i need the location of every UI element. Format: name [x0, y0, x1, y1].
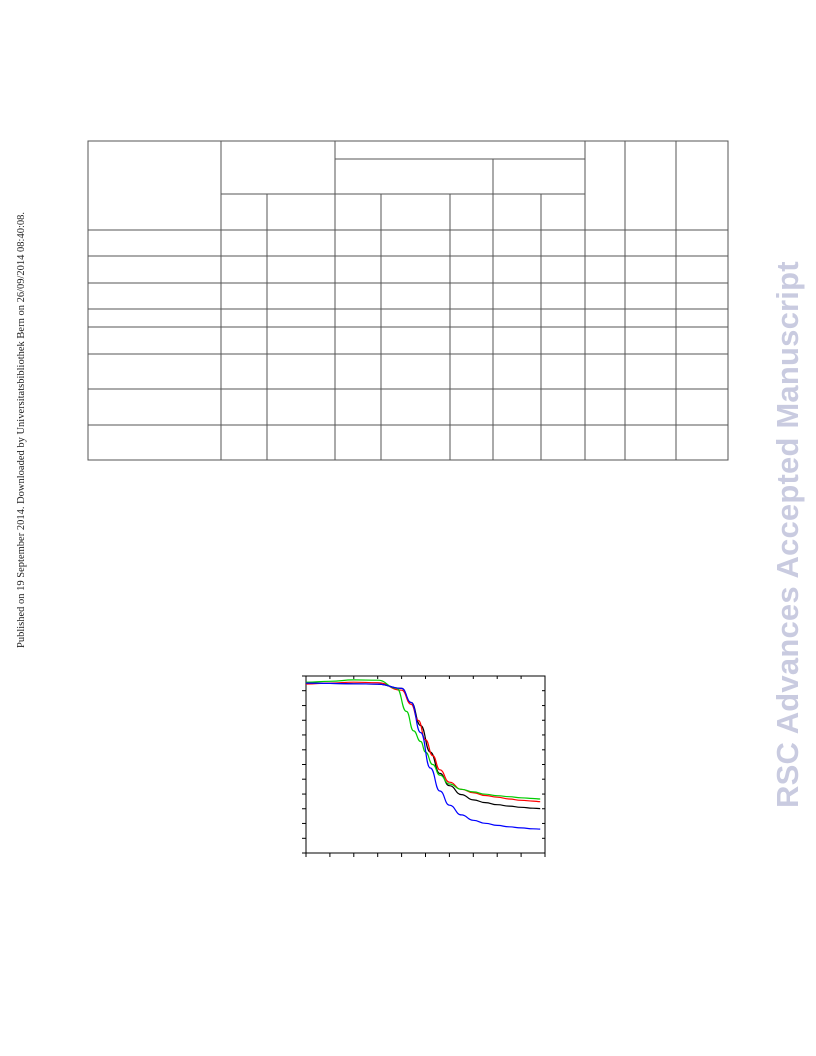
x-axis-ticks	[305, 676, 546, 857]
series-lines	[305, 679, 541, 830]
table-border	[87, 140, 729, 461]
y-axis-ticks	[302, 675, 545, 854]
series-line-1	[305, 681, 541, 803]
series-line-2	[305, 679, 541, 800]
series-line-3	[305, 682, 541, 830]
